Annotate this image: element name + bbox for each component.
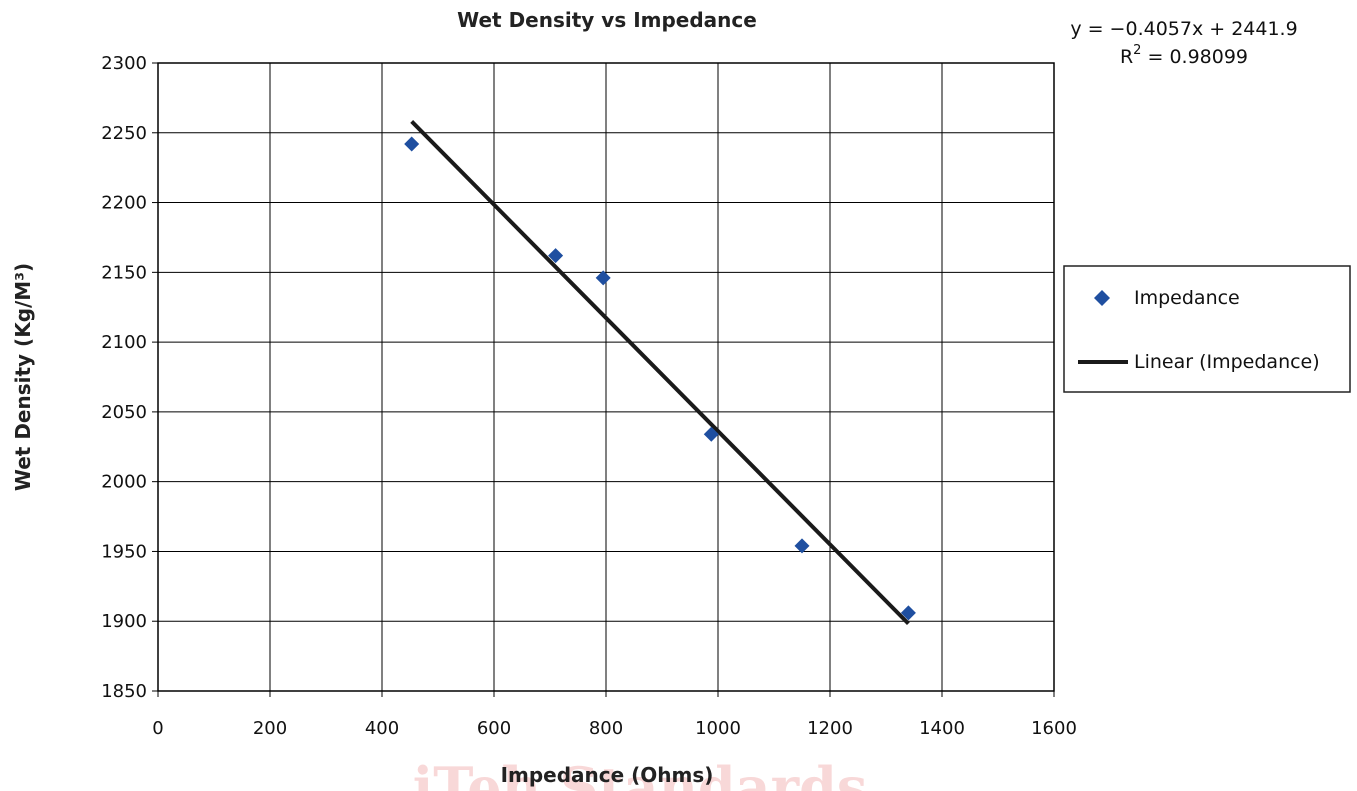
y-tick-label: 1850 — [101, 681, 147, 702]
watermark-layer: iTeh Standards — [413, 755, 867, 791]
chart-title: Wet Density vs Impedance — [457, 8, 757, 32]
trendline — [410, 120, 910, 626]
y-tick-label: 2200 — [101, 193, 147, 214]
data-points — [404, 136, 916, 621]
y-ticks: 1850 1900 1950 2000 2050 2100 2150 2200 2250 2300 — [101, 53, 158, 702]
data-point — [900, 605, 916, 621]
y-tick-label: 2000 — [101, 472, 147, 493]
r-squared-text: R2 = 0.98099 — [1120, 43, 1248, 68]
x-axis-label: Impedance (Ohms) — [501, 763, 714, 787]
y-tick-label: 2100 — [101, 332, 147, 353]
x-tick-label: 1400 — [919, 718, 965, 739]
legend-box — [1063, 265, 1351, 393]
x-tick-label: 1200 — [807, 718, 853, 739]
trendline-equation: y = −0.4057x + 2441.9 R2 = 0.98099 — [1070, 18, 1297, 68]
x-ticks: 0 200 400 600 800 1000 1200 1400 1600 — [152, 691, 1077, 739]
r2-exponent: 2 — [1133, 43, 1141, 58]
y-tick-label: 2300 — [101, 53, 147, 74]
x-tick-label: 600 — [477, 718, 511, 739]
legend-label-linear: Linear (Impedance) — [1134, 351, 1320, 373]
x-tick-label: 400 — [365, 718, 399, 739]
y-tick-label: 1950 — [101, 541, 147, 562]
data-point — [595, 270, 611, 286]
y-tick-label: 2150 — [101, 262, 147, 283]
legend-label-impedance: Impedance — [1134, 287, 1240, 309]
x-tick-label: 800 — [589, 718, 623, 739]
data-point — [404, 136, 420, 152]
data-point — [548, 248, 564, 264]
r2-label: R — [1120, 46, 1133, 68]
x-tick-label: 1000 — [695, 718, 741, 739]
x-tick-label: 1600 — [1031, 718, 1077, 739]
r2-value: = 0.98099 — [1141, 46, 1248, 68]
equation-text: y = −0.4057x + 2441.9 — [1070, 18, 1297, 40]
y-tick-label: 2050 — [101, 402, 147, 423]
y-tick-label: 2250 — [101, 123, 147, 144]
data-point — [794, 538, 810, 554]
data-point — [703, 426, 719, 442]
grid — [157, 62, 1055, 692]
trendline-layer — [410, 120, 910, 626]
x-tick-label: 200 — [253, 718, 287, 739]
legend-diamond-marker — [1094, 290, 1110, 306]
y-tick-label: 1900 — [101, 611, 147, 632]
y-axis-label: Wet Density (Kg/M³) — [11, 263, 35, 491]
watermark: iTeh Standards — [413, 755, 867, 791]
legend: Impedance Linear (Impedance) — [1063, 265, 1351, 393]
x-tick-label: 0 — [152, 718, 163, 739]
